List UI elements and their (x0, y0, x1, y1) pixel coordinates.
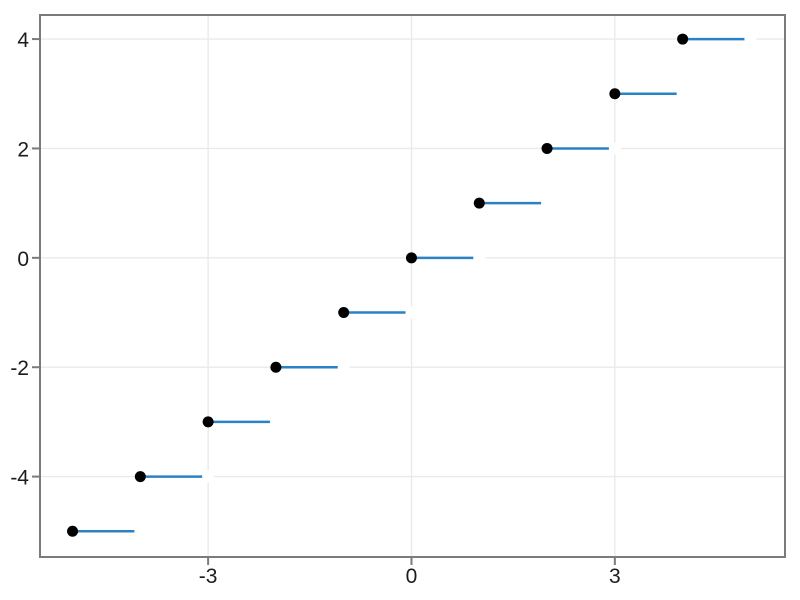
open-endpoint-marker (676, 87, 689, 100)
open-endpoint-marker (541, 197, 554, 210)
open-endpoint-marker (405, 306, 418, 319)
x-tick-label: -3 (199, 565, 218, 588)
closed-endpoint-marker (677, 33, 689, 45)
open-endpoint-marker (134, 525, 147, 538)
closed-endpoint-marker (270, 361, 282, 373)
closed-endpoint-marker (338, 307, 350, 319)
closed-endpoint-marker (541, 142, 553, 154)
y-tick-label: 4 (17, 29, 29, 52)
x-tick-label: 3 (609, 565, 621, 588)
y-tick-label: -4 (10, 467, 29, 490)
open-endpoint-marker (744, 33, 757, 46)
open-endpoint-marker (202, 470, 215, 483)
closed-endpoint-marker (202, 416, 214, 428)
axis-frame (39, 14, 786, 558)
y-tick-label: 2 (17, 138, 29, 161)
x-tick-label: 0 (406, 565, 418, 588)
open-endpoint-marker (473, 251, 486, 264)
y-tick-label: -2 (10, 357, 29, 380)
closed-endpoint-marker (134, 471, 146, 483)
closed-endpoint-marker (405, 252, 417, 264)
closed-endpoint-marker (67, 525, 79, 537)
closed-endpoint-marker (609, 88, 621, 100)
open-endpoint-marker (608, 142, 621, 155)
open-endpoint-marker (337, 361, 350, 374)
open-endpoint-marker (269, 415, 282, 428)
closed-endpoint-marker (473, 197, 485, 209)
y-tick-label: 0 (17, 248, 29, 271)
